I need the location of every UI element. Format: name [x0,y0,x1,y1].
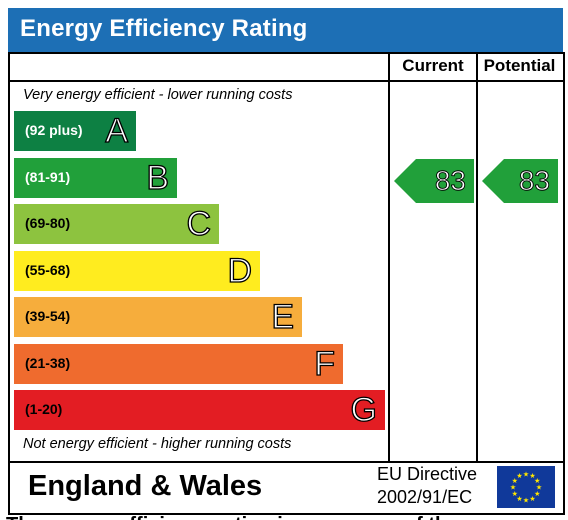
band-letter: A [105,111,129,150]
flag-star: ★ [529,472,535,480]
bottom-text: The energy efficiency rating is a measur… [6,512,566,520]
band-d: (55-68) D [14,250,260,291]
chart-title: Energy Efficiency Rating [20,15,308,42]
flag-star: ★ [512,477,518,485]
flag-star: ★ [523,471,529,479]
band-range-label: (55-68) [25,261,71,278]
chart-frame [8,52,565,515]
band-range-label: (69-80) [25,215,71,231]
band-range-label: (39-54) [25,308,71,324]
flag-star: ★ [516,495,522,503]
band-letter: D [227,251,253,290]
flag-star: ★ [523,497,529,505]
band-b: (81-91) B [14,157,177,198]
band-g: (1-20) G [14,390,385,430]
directive-line-2: 2002/91/EC [377,487,473,507]
title-bar: Energy Efficiency Rating [8,8,563,52]
bottom-caption: Not energy efficient - higher running co… [23,436,292,452]
region-label: England & Wales [28,470,263,502]
flag-star: ★ [534,490,540,498]
band-range-label: (81-91) [25,168,71,185]
rating-value: 83 [434,164,466,196]
flag-star: ★ [529,495,535,503]
column-potential: Potential [483,56,556,75]
band-e: (39-54) E [14,297,302,337]
band-letter: C [186,204,212,243]
band-letter: F [314,344,336,383]
band-range-label: (1-20) [25,401,63,417]
potential-rating-arrow: 83 [482,158,558,203]
band-f: (21-38) F [14,343,343,384]
flag-star: ★ [510,484,516,492]
header-divider [8,80,563,82]
band-range-label: (92 plus) [25,122,83,138]
top-caption: Very energy efficient - lower running co… [23,87,293,103]
column-current: Current [402,56,464,75]
band-range-label: (21-38) [25,354,71,371]
flag-star: ★ [536,484,542,492]
band-a: (92 plus) A [14,111,136,151]
divider-potential [476,52,478,461]
band-letter: G [350,390,378,429]
band-letter: E [271,297,295,336]
band-letter: B [146,158,170,197]
footer-divider [8,461,563,463]
flag-star: ★ [534,477,540,485]
flag-star: ★ [512,490,518,498]
divider-current [388,52,390,461]
directive-line-1: EU Directive [377,464,478,484]
band-c: (69-80) C [14,204,219,244]
current-rating-arrow: 83 [394,158,474,203]
rating-value: 83 [518,164,550,196]
flag-star: ★ [516,472,522,480]
eu-flag-icon: ★ ★ ★ ★ ★ ★ ★ ★ ★ ★ ★ ★ [497,466,555,508]
